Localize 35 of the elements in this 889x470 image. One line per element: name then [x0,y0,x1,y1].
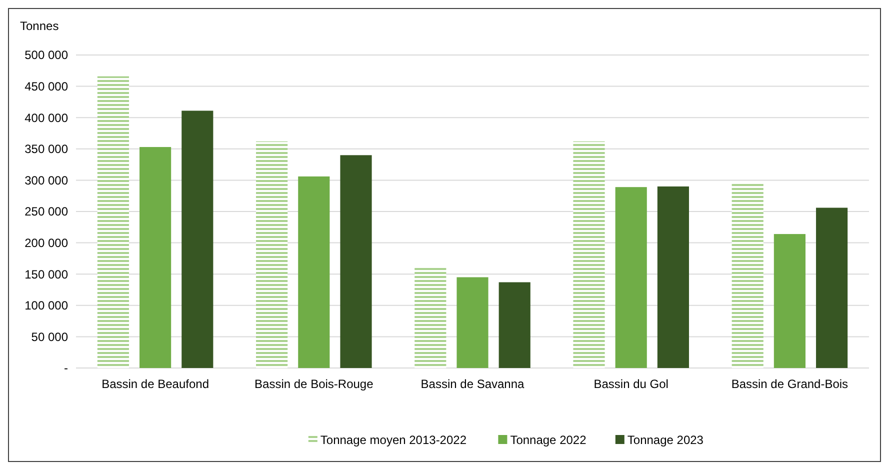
y-axis-title: Tonnes [20,19,59,33]
y-tick-label: 450 000 [24,80,68,94]
legend-label: Tonnage 2022 [510,433,587,448]
y-tick-label: 200 000 [24,236,68,250]
bar [573,141,605,368]
bar [774,234,806,368]
x-tick-label: Bassin de Savanna [420,377,525,391]
bar [816,208,848,368]
y-tick-label: 150 000 [24,267,68,282]
bar [256,141,288,368]
x-tick-label: Bassin de Bois-Rouge [254,377,374,391]
y-tick-label: 50 000 [31,330,68,344]
bar [140,147,172,368]
y-tick-label: 350 000 [24,142,68,156]
bar [298,176,330,368]
bar [657,186,689,368]
y-tick-label: - [64,361,68,376]
x-tick-label: Bassin de Beaufond [102,377,210,391]
y-tick-label: 300 000 [24,173,68,188]
bar [340,155,372,368]
bar [182,110,214,368]
y-tick-label: 500 000 [24,48,68,62]
legend-label: Tonnage moyen 2013-2022 [320,433,467,448]
bar [732,182,764,368]
bar [456,277,488,368]
bar [414,268,446,368]
y-tick-label: 250 000 [24,204,68,219]
bar [97,76,129,368]
legend-label: Tonnage 2023 [627,433,704,448]
bar [615,187,647,368]
y-tick-label: 100 000 [24,298,68,313]
x-tick-label: Bassin de Grand-Bois [731,377,848,391]
bar [498,282,530,368]
x-tick-label: Bassin du Gol [594,377,668,391]
y-tick-label: 400 000 [24,110,68,125]
